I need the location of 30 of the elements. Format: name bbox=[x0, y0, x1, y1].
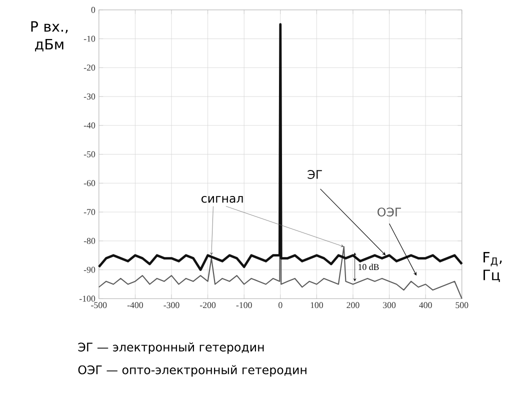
text: ЭГ — электронный гетеродин bbox=[78, 342, 264, 354]
y-tick-label: -50 bbox=[84, 151, 96, 158]
x-tick-label: 200 bbox=[346, 302, 360, 308]
y-tick-label: -20 bbox=[84, 64, 96, 71]
x-tick-label: -400 bbox=[127, 302, 143, 308]
y-tick-label: -70 bbox=[84, 209, 96, 216]
annotation: сигнал bbox=[202, 196, 243, 203]
y-tick-label: -10 bbox=[84, 36, 96, 42]
y-tick-label: -80 bbox=[84, 238, 96, 244]
x-tick-label: -100 bbox=[236, 302, 252, 308]
text: ОЭГ — опто-электронный гетеродин bbox=[78, 365, 306, 377]
annotation: 10 dB bbox=[358, 264, 379, 270]
y-tick-label: 0 bbox=[91, 7, 96, 14]
x-axis-title: F$_{Д}$, Гц bbox=[484, 252, 502, 282]
x-tick-label: 400 bbox=[419, 302, 432, 308]
text: ЭГ bbox=[308, 170, 322, 180]
x-tick-label: 500 bbox=[456, 302, 468, 308]
y-tick-label: -60 bbox=[84, 180, 96, 186]
y-tick-label: -90 bbox=[84, 267, 96, 274]
y-tick-label: -30 bbox=[84, 94, 96, 100]
x-tick-label: -500 bbox=[91, 302, 107, 308]
x-tick-label: -300 bbox=[164, 302, 180, 308]
y-tick-label: -100 bbox=[79, 296, 96, 302]
x-tick-label: 300 bbox=[383, 302, 396, 308]
x-tick-label: 0 bbox=[278, 302, 282, 308]
x-tick-label: 100 bbox=[310, 302, 323, 308]
x-tick-label: -200 bbox=[200, 302, 216, 308]
y-tick-label: -40 bbox=[84, 122, 96, 129]
y-axis-title: P вх., дБм bbox=[31, 21, 68, 52]
text: ОЭГ bbox=[378, 208, 401, 217]
